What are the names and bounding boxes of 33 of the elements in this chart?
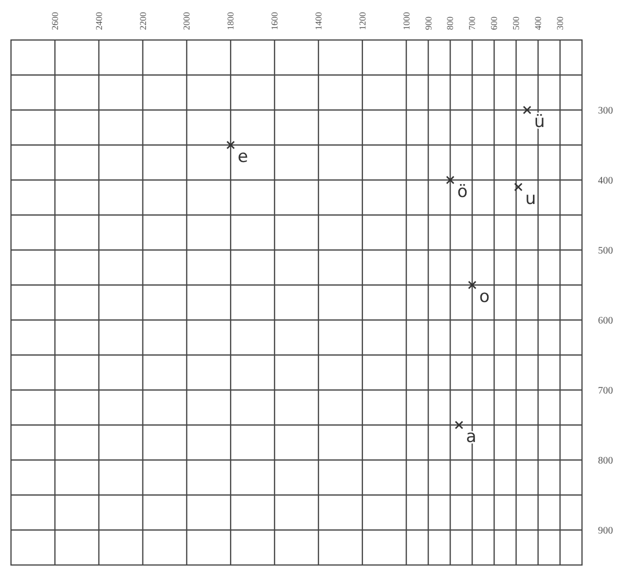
point [468,280,476,290]
x-tick-label: 1400 [313,12,324,30]
point [446,176,454,184]
x-tick-label: 600 [489,16,500,30]
x-tick-label: 300 [555,16,566,30]
x-tick-label: 400 [533,16,544,30]
series-label: o [479,287,490,307]
x-tick-label: 2400 [94,12,104,30]
x-tick-label: 1000 [401,12,412,30]
series-label: ö [457,182,468,202]
point [226,140,235,150]
x-tick-label: 1200 [357,12,368,30]
y-tick-label: 300 [598,106,613,116]
y-tick-label: 800 [598,456,613,466]
x-tick-label: 2200 [138,12,148,30]
y-tick-label: 900 [598,526,613,536]
y-tick-label: 700 [598,386,613,396]
x-tick-label: 500 [511,16,522,30]
x-tick-label: 1600 [270,12,280,30]
x-tick-label: 1800 [226,12,236,30]
point [454,420,464,430]
x-tick-label: 2600 [50,12,60,30]
x-tick-label: 700 [467,16,478,30]
x-tick-label: 800 [445,16,456,30]
y-tick-label: 400 [598,176,613,186]
series-label: u [525,189,536,209]
y-tick-label: 600 [598,316,613,326]
y-tick-label: 500 [598,246,613,256]
point [522,106,532,114]
x-tick-label: 900 [423,16,434,30]
x-tick-label: 2000 [182,12,192,30]
point [514,182,523,192]
series-label: e [238,147,248,167]
